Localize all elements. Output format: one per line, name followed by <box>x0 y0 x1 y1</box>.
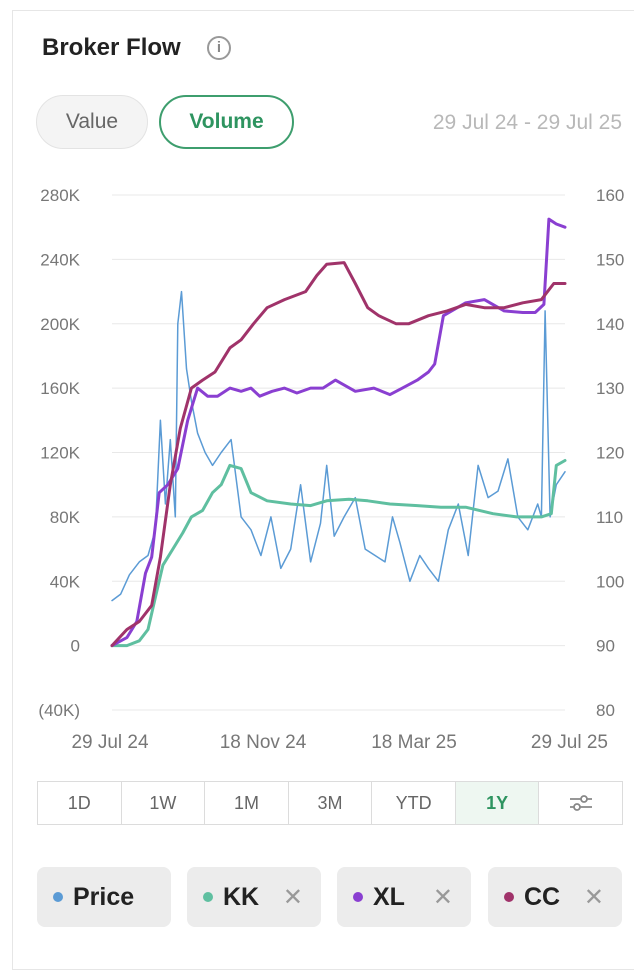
period-tab-ytd[interactable]: YTD <box>372 782 456 824</box>
left-axis-tick: 200K <box>40 315 80 334</box>
series-line-cc <box>110 261 567 648</box>
right-axis-tick: 90 <box>596 637 615 656</box>
legend-label-xl: XL <box>373 882 405 911</box>
legend-label-price: Price <box>73 882 135 911</box>
left-axis-tick: 0 <box>71 637 80 656</box>
period-tab-1m[interactable]: 1M <box>205 782 289 824</box>
period-tab-1w[interactable]: 1W <box>122 782 206 824</box>
left-axis-tick: 160K <box>40 379 80 398</box>
remove-xl-icon[interactable]: ✕ <box>432 883 453 911</box>
legend-dot-xl <box>353 892 363 902</box>
remove-kk-icon[interactable]: ✕ <box>282 883 303 911</box>
remove-cc-icon[interactable]: ✕ <box>583 883 604 911</box>
series-line-price <box>111 290 566 602</box>
legend-chip-xl[interactable]: XL ✕ <box>337 867 471 927</box>
period-tab-3m[interactable]: 3M <box>289 782 373 824</box>
date-range: 29 Jul 24 - 29 Jul 25 <box>432 111 622 134</box>
period-tab-1d[interactable]: 1D <box>38 782 122 824</box>
toggle-volume[interactable]: Volume <box>159 95 294 149</box>
left-axis-tick: (40K) <box>38 701 80 720</box>
settings-button[interactable] <box>539 782 622 824</box>
legend-dot-kk <box>203 892 213 902</box>
left-axis-tick: 40K <box>50 572 81 591</box>
period-tabs: 1D 1W 1M 3M YTD 1Y <box>37 781 623 825</box>
legend-label-cc: CC <box>524 882 561 911</box>
left-axis-tick: 240K <box>40 250 80 269</box>
x-axis-tick: 29 Jul 25 <box>531 732 608 753</box>
series-line-kk <box>110 459 567 648</box>
left-axis-tick: 80K <box>50 508 81 527</box>
right-axis-tick: 100 <box>596 572 624 591</box>
legend-chip-kk[interactable]: KK ✕ <box>187 867 321 927</box>
x-axis-tick: 29 Jul 24 <box>71 732 149 753</box>
right-axis-tick: 140 <box>596 315 624 334</box>
page-title: Broker Flow <box>42 34 181 61</box>
right-axis-tick: 160 <box>596 186 624 205</box>
period-tab-1y[interactable]: 1Y <box>455 782 540 824</box>
left-axis-tick: 120K <box>40 444 80 463</box>
right-axis-tick: 120 <box>596 444 624 463</box>
broker-flow-chart: 280K 240K 200K 160K 120K 80K 40K 0 (40K) 160 150 14… <box>38 186 624 753</box>
right-axis-tick: 80 <box>596 701 615 720</box>
right-axis-tick: 130 <box>596 379 624 398</box>
sliders-icon <box>569 795 592 811</box>
legend-chip-cc[interactable]: CC ✕ <box>488 867 622 927</box>
legend-chip-price[interactable]: Price <box>37 867 171 927</box>
left-axis-tick: 280K <box>40 186 80 205</box>
toggle-value[interactable]: Value <box>36 95 148 149</box>
x-axis-tick: 18 Nov 24 <box>220 732 307 753</box>
right-axis-tick: 150 <box>596 250 624 269</box>
x-axis-tick: 18 Mar 25 <box>371 732 457 753</box>
info-icon[interactable]: i <box>207 36 231 60</box>
legend-dot-price <box>53 892 63 902</box>
legend-dot-cc <box>504 892 514 902</box>
legend-label-kk: KK <box>223 882 260 911</box>
right-axis-tick: 110 <box>596 508 623 527</box>
